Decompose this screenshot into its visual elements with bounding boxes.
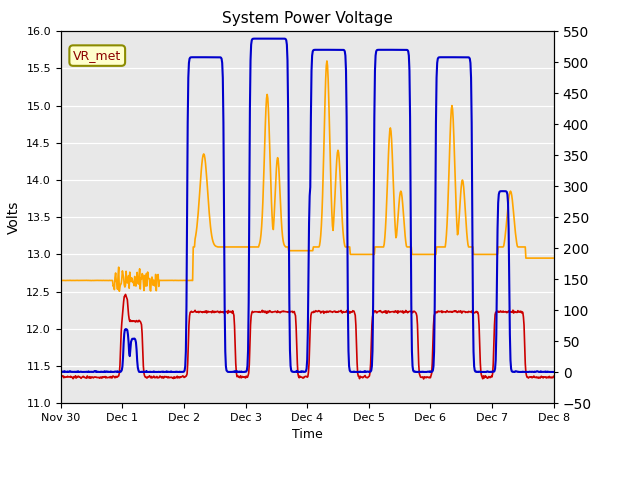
CM1_in bbox=[550, 369, 557, 375]
Solar bbox=[323, 58, 331, 64]
23x Battery bbox=[57, 373, 65, 379]
23x Battery bbox=[188, 309, 195, 314]
CM1_in bbox=[262, 36, 270, 42]
X-axis label: Time: Time bbox=[292, 429, 323, 442]
Solar bbox=[115, 288, 123, 294]
Solar bbox=[57, 277, 65, 283]
Title: System Power Voltage: System Power Voltage bbox=[222, 11, 392, 26]
Text: VR_met: VR_met bbox=[73, 49, 122, 62]
23x Battery bbox=[546, 375, 554, 381]
Solar bbox=[282, 244, 289, 250]
Solar bbox=[370, 252, 378, 257]
23x Battery bbox=[124, 305, 132, 311]
CM1_in bbox=[57, 369, 65, 375]
CM1_in bbox=[282, 37, 290, 43]
23x Battery bbox=[122, 291, 129, 297]
CM1_in bbox=[188, 54, 195, 60]
CM1_in bbox=[370, 208, 378, 214]
Line: Solar: Solar bbox=[61, 61, 554, 291]
Y-axis label: Volts: Volts bbox=[7, 201, 20, 234]
Solar bbox=[188, 277, 195, 283]
23x Battery bbox=[130, 318, 138, 324]
CM1_in bbox=[546, 369, 554, 375]
Solar bbox=[130, 279, 138, 285]
23x Battery bbox=[282, 309, 289, 314]
CM1_in bbox=[62, 369, 70, 375]
23x Battery bbox=[550, 373, 557, 379]
CM1_in bbox=[130, 336, 138, 342]
Legend: 23x Battery, Solar, CM1_in: 23x Battery, Solar, CM1_in bbox=[139, 475, 427, 480]
Line: CM1_in: CM1_in bbox=[61, 39, 554, 372]
CM1_in bbox=[124, 332, 132, 337]
Line: 23x Battery: 23x Battery bbox=[61, 294, 554, 379]
Solar bbox=[546, 255, 554, 261]
23x Battery bbox=[420, 376, 428, 382]
Solar bbox=[124, 279, 132, 285]
23x Battery bbox=[369, 311, 377, 317]
Solar bbox=[550, 255, 557, 261]
